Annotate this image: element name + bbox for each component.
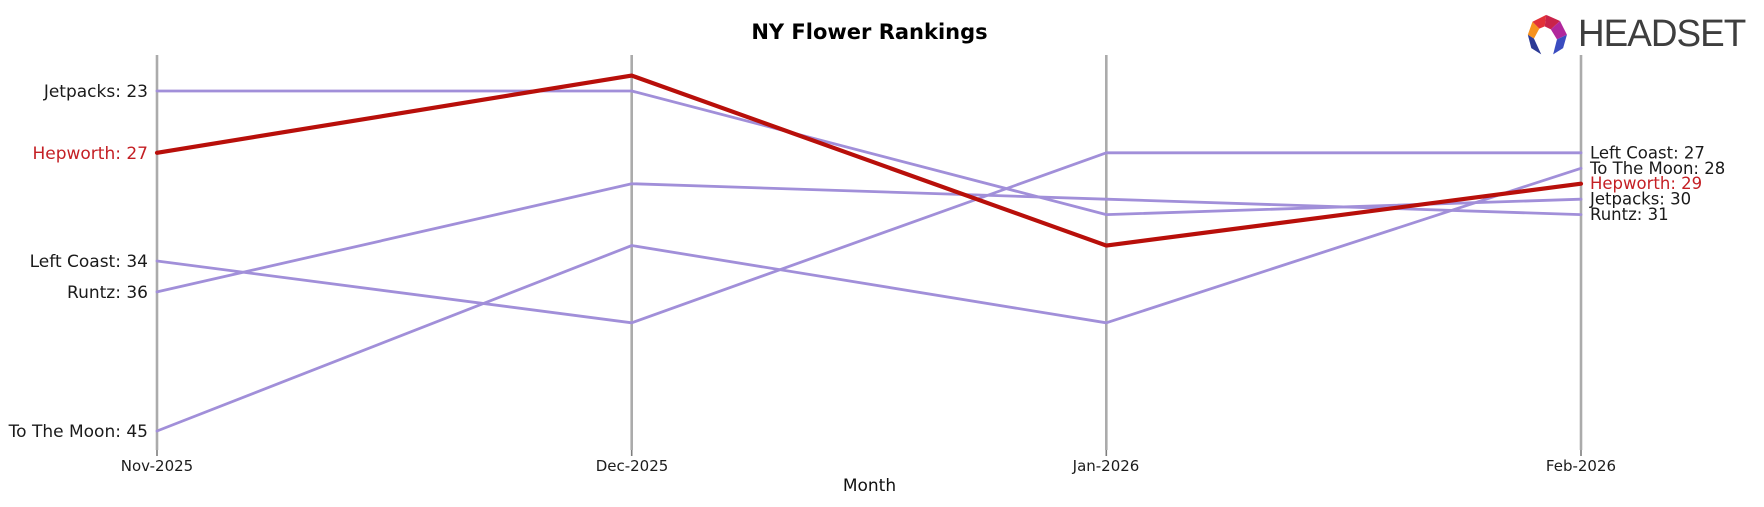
chart-title: NY Flower Rankings <box>751 20 988 44</box>
series-line-left-coast[interactable] <box>155 151 1583 325</box>
x-axis-label: Month <box>842 476 897 496</box>
series-right-label-left-coast: Left Coast: 27 <box>1590 143 1705 162</box>
series-right-label-hepworth: Hepworth: 29 <box>1590 174 1702 193</box>
x-tick-jan-2026: Jan-2026 <box>1072 457 1140 475</box>
series-left-label-to-the-moon: To The Moon: 45 <box>8 422 148 442</box>
series-line-hepworth[interactable] <box>154 73 1584 248</box>
series-line-to-the-moon[interactable] <box>155 166 1583 433</box>
x-tick-nov-2025: Nov-2025 <box>120 457 194 475</box>
headset-logo-text: HEADSET <box>1578 13 1746 55</box>
series-left-label-runtz: Runtz: 36 <box>67 283 148 303</box>
headset-logo-icon <box>1527 14 1567 55</box>
headset-logo: HEADSET <box>1524 11 1750 57</box>
series-left-label-hepworth: Hepworth: 27 <box>32 144 148 164</box>
series-line-runtz[interactable] <box>155 182 1583 294</box>
series-right-label-jetpacks: Jetpacks: 30 <box>1589 190 1691 209</box>
series-left-label-left-coast: Left Coast: 34 <box>30 252 148 272</box>
x-tick-feb-2026: Feb-2026 <box>1545 457 1617 475</box>
series-right-label-to-the-moon: To The Moon: 28 <box>1589 159 1725 178</box>
series-left-label-jetpacks: Jetpacks: 23 <box>43 82 148 102</box>
x-tick-dec-2025: Dec-2025 <box>595 457 669 475</box>
series-right-label-runtz: Runtz: 31 <box>1590 205 1669 224</box>
